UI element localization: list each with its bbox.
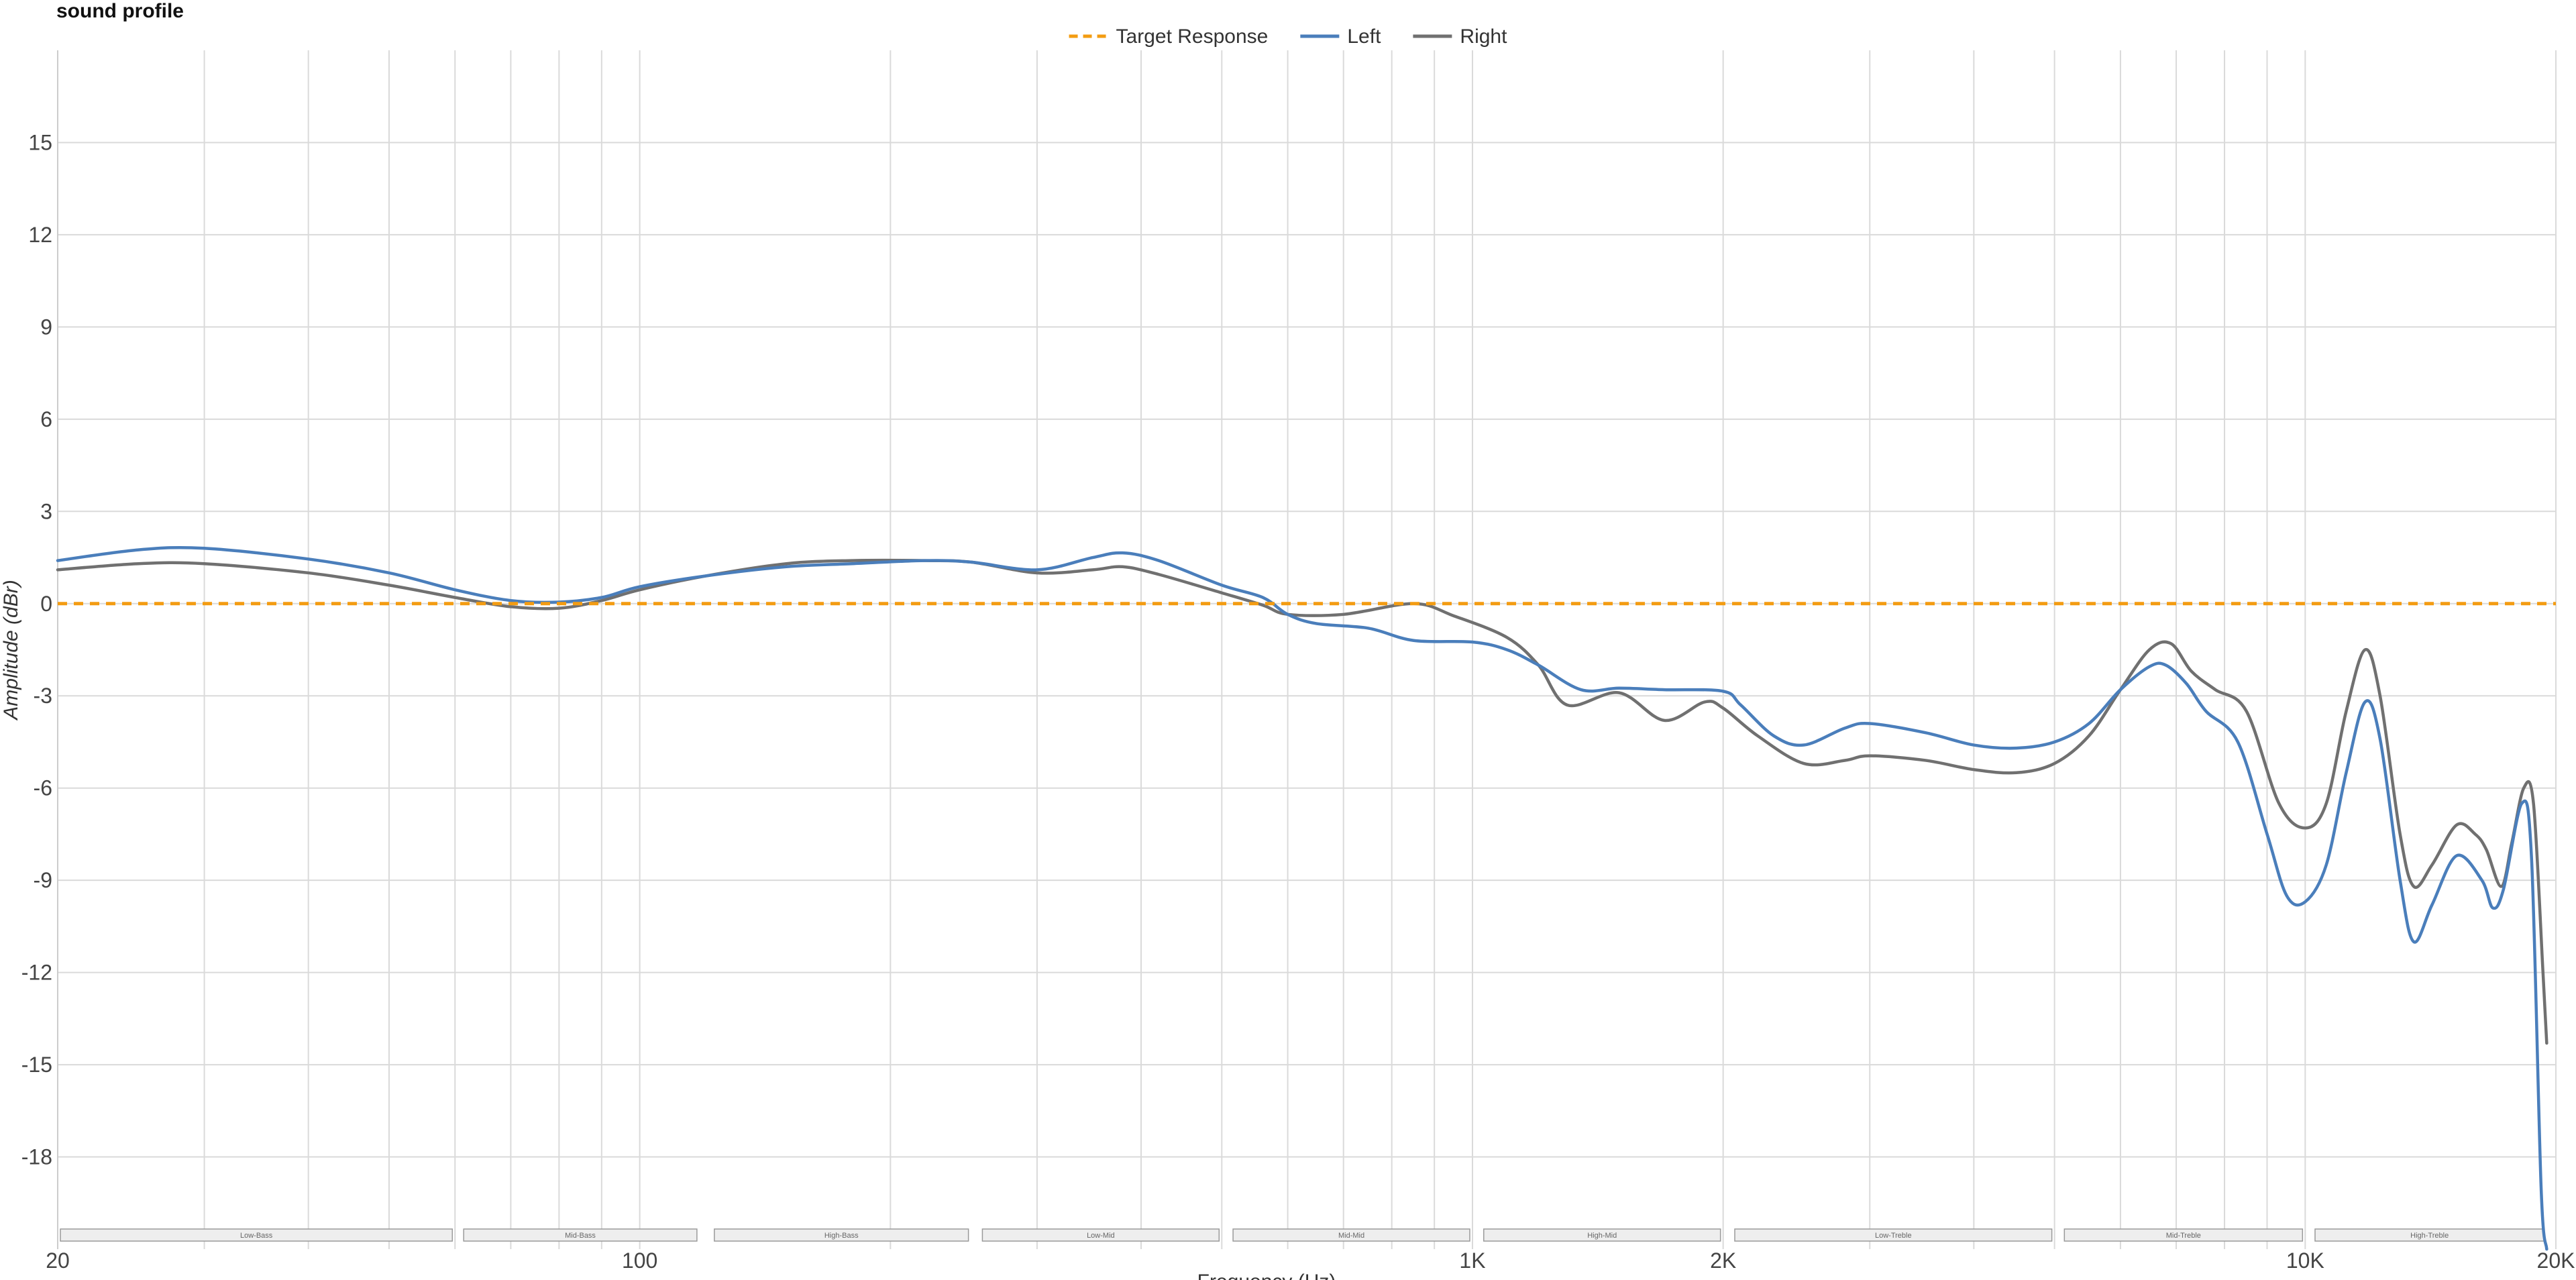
legend-label: Left [1347,25,1381,48]
y-tick-label: 15 [28,130,52,154]
y-tick-label: -18 [21,1145,52,1169]
x-tick-label: 20 [46,1248,70,1273]
y-tick-label: -15 [21,1053,52,1077]
series-line-right [56,558,2548,1045]
series-line-left [56,545,2548,1251]
x-tick-label: 10K [2286,1248,2324,1273]
band-box [463,1228,698,1242]
legend: Target Response Left Right [1069,25,1507,48]
y-tick-label: 3 [40,499,52,523]
x-axis-title: Frequency (Hz) [1197,1271,1336,1280]
chart-title: sound profile [56,0,184,22]
band-label: Low-Treble [1875,1232,1912,1240]
legend-label: Target Response [1116,25,1269,48]
axes: 15 12 9 6 3 0 -3 -6 -9 -12 -15 -18 20 100 1K 2K 10K 20K Am… [0,50,2575,1280]
frequency-bands: Low-Bass Mid-Bass High-Bass Low-Mid Mid-Mid H… [60,1228,2545,1242]
y-tick-label: 12 [28,223,52,247]
series [56,545,2556,1251]
x-tick-label: 20K [2537,1248,2575,1273]
band-label: High-Treble [2410,1232,2449,1240]
band-box [981,1228,1220,1242]
y-tick-label: -6 [34,776,52,800]
band-box [2063,1228,2304,1242]
x-tick-label: 2K [1710,1248,1736,1273]
band-label: Low-Mid [1087,1232,1115,1240]
band-label: High-Bass [824,1232,859,1240]
y-tick-label: 9 [40,315,52,339]
y-tick-label: -3 [34,684,52,708]
band-box [1734,1228,2053,1242]
y-tick-label: 6 [40,407,52,431]
y-tick-label: -9 [34,868,52,892]
band-label: Mid-Treble [2166,1232,2201,1240]
band-label: Mid-Bass [565,1232,596,1240]
band-label: Mid-Mid [1338,1232,1364,1240]
x-tick-label: 100 [622,1248,657,1273]
legend-label: Right [1460,25,1507,48]
x-tick-label: 1K [1459,1248,1485,1273]
band-box [1232,1228,1470,1242]
y-tick-label: 0 [40,592,52,616]
y-axis-title: Amplitude (dBr) [0,580,22,721]
band-box [60,1228,453,1242]
band-box [714,1228,969,1242]
band-label: Low-Bass [240,1232,273,1240]
band-label: High-Mid [1587,1232,1617,1240]
y-tick-label: -12 [21,961,52,985]
band-box [1483,1228,1721,1242]
grid [57,50,2557,1249]
